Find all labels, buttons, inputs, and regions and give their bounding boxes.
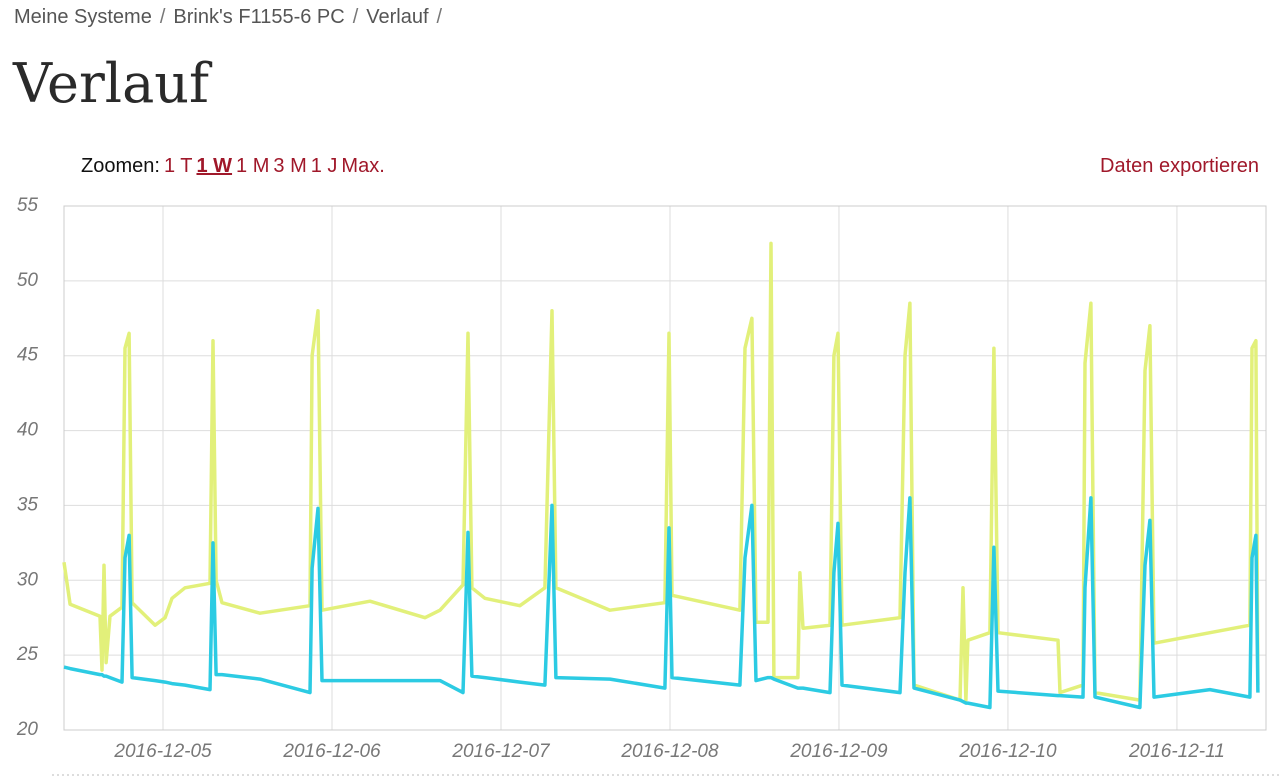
x-tick-label: 2016-12-10 — [958, 741, 1057, 762]
zoom-option[interactable]: 1 T — [163, 155, 193, 177]
y-tick-label: 45 — [17, 345, 39, 366]
x-tick-label: 2016-12-11 — [1128, 741, 1225, 762]
y-tick-label: 20 — [16, 719, 39, 740]
y-tick-label: 55 — [17, 195, 39, 216]
zoom-option[interactable]: 1 M — [236, 155, 270, 177]
x-tick-label: 2016-12-06 — [282, 741, 381, 762]
breadcrumb-item[interactable]: Meine Systeme — [14, 6, 152, 28]
chart: 20 25 30 35 40 45 50 55 2016-12-05 2016-12-06 2016… — [16, 195, 1280, 776]
series-line — [63, 496, 1260, 710]
zoom-option[interactable]: Max. — [341, 155, 385, 177]
page-heading: Verlauf — [13, 52, 210, 115]
breadcrumb-item[interactable]: Brink's F1155-6 PC — [173, 6, 345, 28]
breadcrumb-separator: / — [436, 6, 443, 28]
breadcrumb-separator: / — [352, 6, 359, 28]
zoom-label: Zoomen: — [81, 155, 160, 177]
x-tick-label: 2016-12-08 — [620, 741, 719, 762]
y-tick-label: 50 — [17, 270, 39, 291]
breadcrumb-separator: / — [159, 6, 166, 28]
zoom-option[interactable]: 1 W — [196, 155, 233, 177]
zoom-option[interactable]: 3 M — [273, 155, 307, 177]
export-link[interactable]: Daten exportieren — [1100, 155, 1259, 177]
x-tick-label: 2016-12-07 — [451, 741, 551, 762]
breadcrumb: Meine Systeme / Brink's F1155-6 PC / Verlauf… — [14, 6, 450, 29]
zoom-option[interactable]: 1 J — [310, 155, 338, 177]
series-line — [62, 241, 1260, 702]
x-tick-label: 2016-12-09 — [789, 741, 888, 762]
y-tick-label: 35 — [17, 494, 39, 515]
y-tick-label: 25 — [16, 644, 39, 665]
y-tick-label: 40 — [17, 420, 39, 441]
y-tick-label: 30 — [17, 569, 39, 590]
plot-frame — [63, 205, 1267, 731]
x-tick-label: 2016-12-05 — [113, 741, 212, 762]
breadcrumb-item[interactable]: Verlauf — [366, 6, 429, 28]
